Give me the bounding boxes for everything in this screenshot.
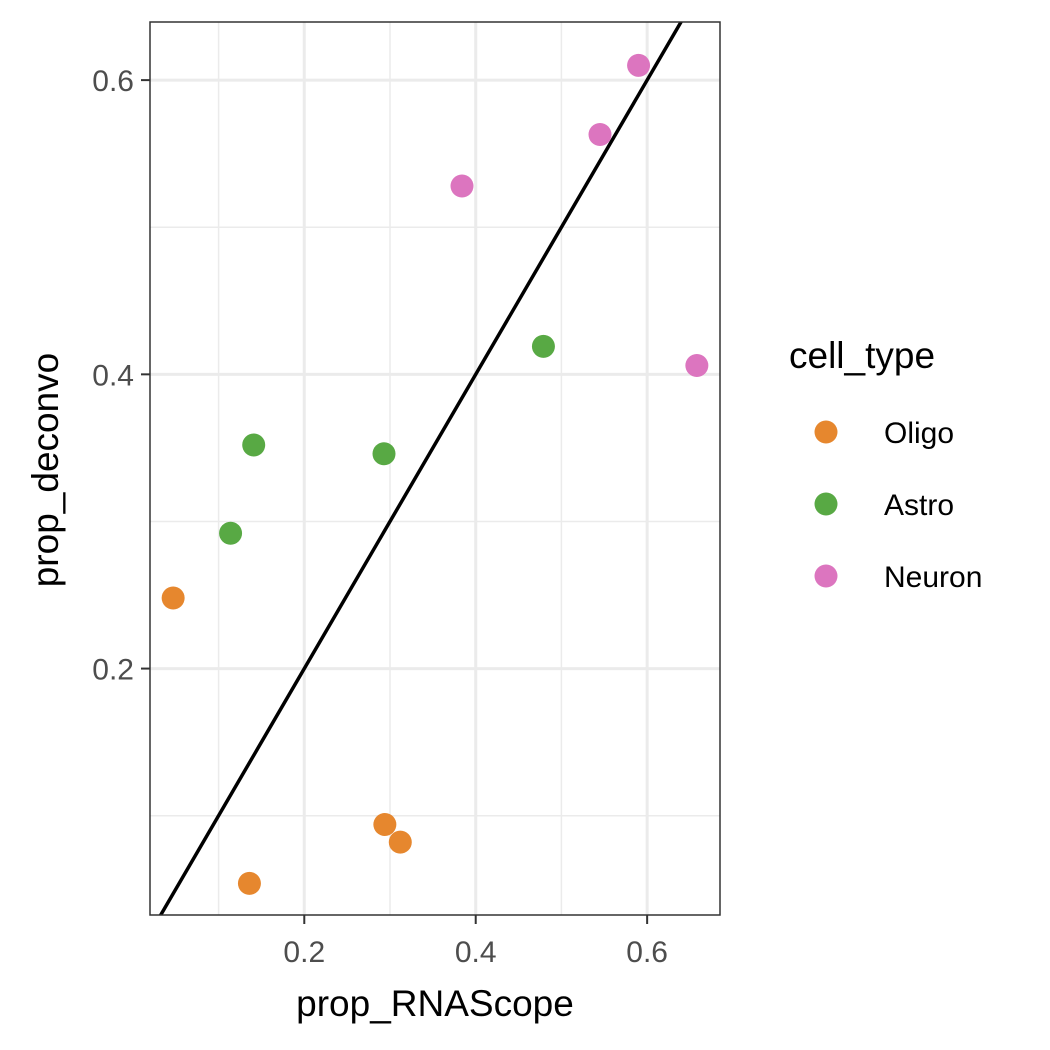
x-tick-label: 0.2 — [283, 936, 325, 969]
legend-label-oligo: Oligo — [884, 417, 954, 450]
point-oligo — [237, 871, 261, 895]
minor-gridlines — [150, 22, 720, 915]
x-axis: 0.2 0.4 0.6 — [283, 915, 668, 969]
point-astro — [242, 433, 266, 457]
legend: cell_type Oligo Astro Neuron — [789, 335, 982, 594]
panel-border — [149, 21, 721, 916]
point-astro — [531, 334, 555, 358]
y-axis-title: prop_deconvo — [25, 353, 66, 588]
point-neuron — [588, 123, 612, 147]
legend-key-neuron — [814, 564, 838, 588]
identity-reference-line — [158, 22, 684, 915]
x-tick-label: 0.4 — [455, 936, 497, 969]
y-axis: 0.2 0.4 0.6 — [92, 65, 150, 687]
plot-panel — [149, 21, 721, 916]
y-tick-label: 0.6 — [92, 65, 134, 98]
point-oligo — [388, 830, 412, 854]
y-tick-label: 0.4 — [92, 359, 134, 392]
major-gridlines — [150, 22, 720, 915]
x-tick-label: 0.6 — [626, 936, 668, 969]
point-neuron — [450, 174, 474, 198]
x-axis-title: prop_RNAScope — [296, 983, 574, 1024]
point-oligo — [161, 586, 185, 610]
data-points — [161, 53, 709, 895]
point-neuron — [685, 354, 709, 378]
legend-items: Oligo Astro Neuron — [814, 417, 982, 594]
legend-title: cell_type — [789, 335, 935, 376]
legend-label-astro: Astro — [884, 489, 954, 522]
panel-background — [150, 22, 720, 915]
point-astro — [219, 521, 243, 545]
reference-line-group — [158, 22, 684, 915]
legend-key-astro — [814, 492, 838, 516]
point-neuron — [627, 53, 651, 77]
legend-key-oligo — [814, 420, 838, 444]
y-tick-label: 0.2 — [92, 654, 134, 687]
point-oligo — [373, 813, 397, 837]
point-astro — [372, 442, 396, 466]
legend-label-neuron: Neuron — [884, 561, 982, 594]
